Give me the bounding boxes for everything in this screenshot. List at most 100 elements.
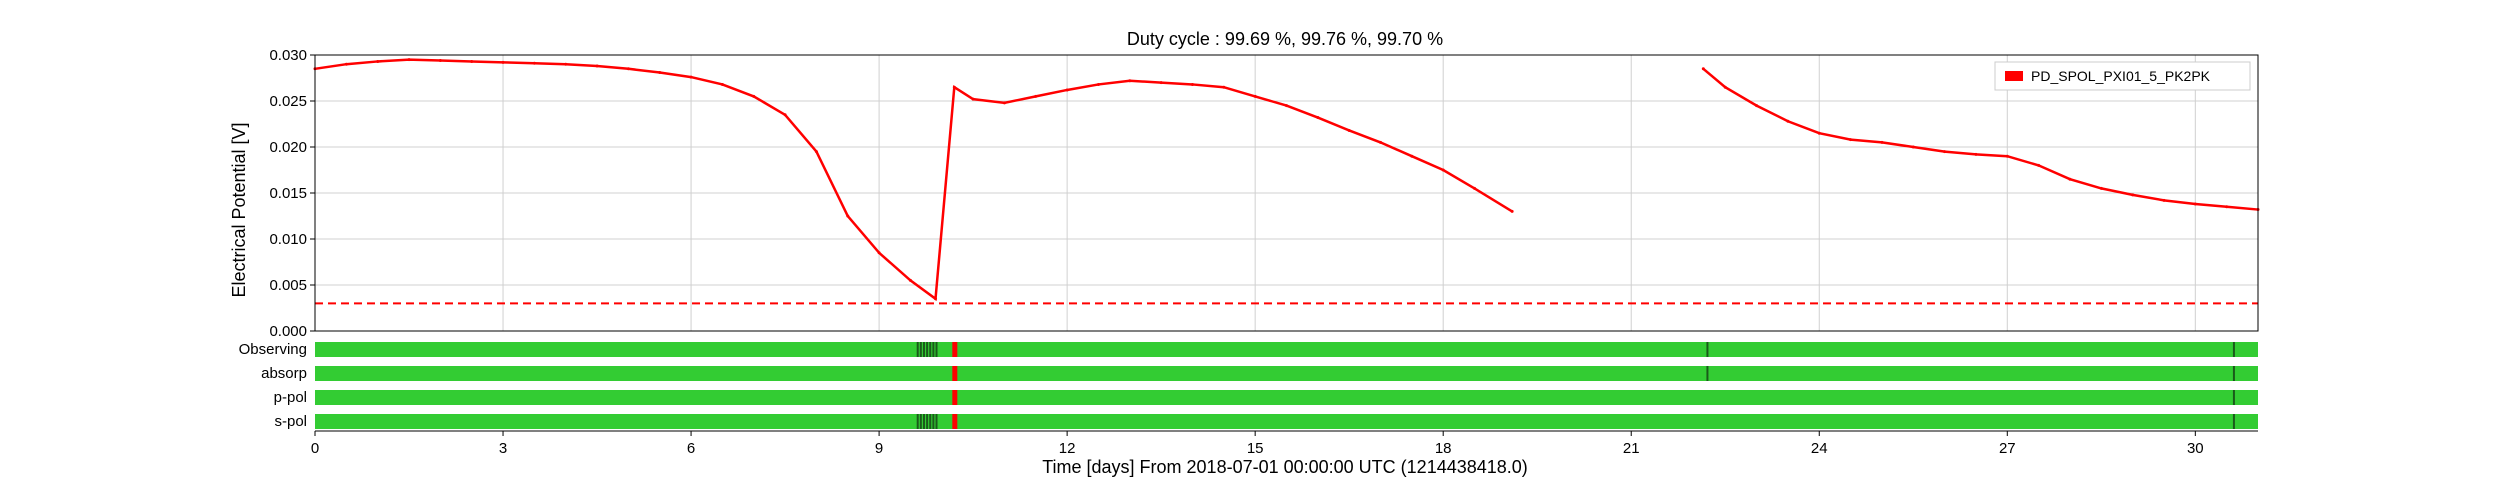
data-point	[2193, 202, 2197, 206]
data-point	[1034, 94, 1038, 98]
segment-mark	[932, 342, 935, 357]
x-tick-label: 0	[311, 440, 319, 457]
data-point	[971, 97, 975, 101]
data-point	[1347, 128, 1351, 132]
segment-mark	[929, 342, 932, 357]
segment-mark	[922, 414, 925, 429]
segment-bar	[315, 414, 2258, 429]
legend-box	[1994, 61, 2251, 91]
y-tick-label: 0.000	[269, 323, 307, 340]
data-point	[752, 94, 756, 98]
data-point	[1002, 101, 1006, 105]
data-point	[952, 85, 956, 89]
data-point	[1379, 140, 1383, 144]
y-axis-label: Electrical Potential [V]	[229, 122, 249, 297]
segment-flag	[952, 366, 958, 381]
data-point	[658, 70, 662, 74]
y-tick-label: 0.005	[269, 277, 307, 294]
series-line	[314, 58, 1513, 302]
data-point	[1701, 67, 1705, 71]
data-point	[2037, 163, 2041, 167]
y-tick-label: 0.015	[269, 185, 307, 202]
data-point	[1755, 104, 1759, 108]
x-tick-label: 6	[687, 440, 695, 457]
grid	[314, 54, 2258, 332]
segment-mark	[2232, 390, 2235, 405]
segment-label: s-pol	[274, 413, 307, 430]
segment-mark	[935, 342, 938, 357]
data-point	[1817, 131, 1821, 135]
segment-mark	[926, 414, 929, 429]
segment-mark	[935, 414, 938, 429]
data-point	[1096, 82, 1100, 86]
x-tick-label: 21	[1623, 440, 1640, 457]
segment-mark	[919, 414, 922, 429]
x-tick-label: 15	[1247, 440, 1264, 457]
data-point	[2068, 177, 2072, 181]
segment-mark	[1706, 342, 1709, 357]
segment-label: Observing	[239, 341, 307, 358]
data-point	[2131, 193, 2135, 197]
data-point	[376, 59, 380, 63]
data-point	[1880, 140, 1884, 144]
y-tick-label: 0.025	[269, 93, 307, 110]
segment-bar	[315, 366, 2258, 381]
x-tick-label: 30	[2187, 440, 2204, 457]
data-point	[814, 150, 818, 154]
x-tick-label: 3	[499, 440, 507, 457]
data-point	[501, 60, 505, 64]
segment-mark	[916, 342, 919, 357]
data-point	[1911, 145, 1915, 149]
chart-title: Duty cycle : 99.69 %, 99.76 %, 99.70 %	[1127, 29, 1443, 49]
data-point	[564, 62, 568, 66]
segment-bar	[315, 342, 2258, 357]
data-point	[344, 62, 348, 66]
segment-flag	[952, 414, 958, 429]
segment-mark	[2232, 414, 2235, 429]
segment-mark	[2232, 366, 2235, 381]
segment-label: p-pol	[274, 389, 307, 406]
data-point	[1159, 81, 1163, 85]
data-point	[2162, 198, 2166, 202]
axes-layer: 0.000 0.005 0.010 0.015 0.020 0.025 0.030 0 3 6 9 1…	[269, 47, 2259, 457]
legend-swatch	[2005, 71, 2023, 81]
data-point	[438, 59, 442, 63]
data-point	[783, 113, 787, 117]
data-point	[1441, 168, 1445, 172]
data-point	[1128, 79, 1132, 83]
segment-mark	[2232, 342, 2235, 357]
data-point	[407, 58, 411, 62]
segment-mark	[1706, 366, 1709, 381]
data-point	[908, 278, 912, 282]
segment-mark	[926, 342, 929, 357]
segment-mark	[916, 414, 919, 429]
data-point	[1285, 104, 1288, 108]
data-point	[1253, 94, 1257, 98]
x-axis-label: Time [days] From 2018-07-01 00:00:00 UTC…	[1042, 457, 1528, 477]
data-point	[720, 82, 724, 86]
x-tick-label: 27	[1999, 440, 2016, 457]
data-point	[1473, 186, 1477, 190]
data-point	[2005, 154, 2009, 158]
legend: PD_SPOL_PXI01_5_PK2PK	[1994, 61, 2251, 91]
segment-mark	[932, 414, 935, 429]
segment-mark	[922, 342, 925, 357]
data-point	[595, 64, 599, 68]
data-point	[934, 297, 938, 301]
data-point	[1222, 85, 1226, 89]
x-tick-label: 24	[1811, 440, 1828, 457]
legend-label: PD_SPOL_PXI01_5_PK2PK	[2031, 68, 2211, 84]
segment-mark	[919, 342, 922, 357]
y-tick-label: 0.010	[269, 231, 307, 248]
data-point	[470, 59, 474, 63]
data-point	[877, 251, 881, 255]
x-tick-label: 9	[875, 440, 883, 457]
data-point	[689, 75, 693, 79]
segment-bar	[315, 390, 2258, 405]
x-tick-label: 12	[1059, 440, 1076, 457]
data-point	[1065, 88, 1069, 92]
data-point	[1723, 85, 1727, 89]
data-point	[2225, 205, 2229, 209]
series-layer	[313, 58, 2260, 305]
